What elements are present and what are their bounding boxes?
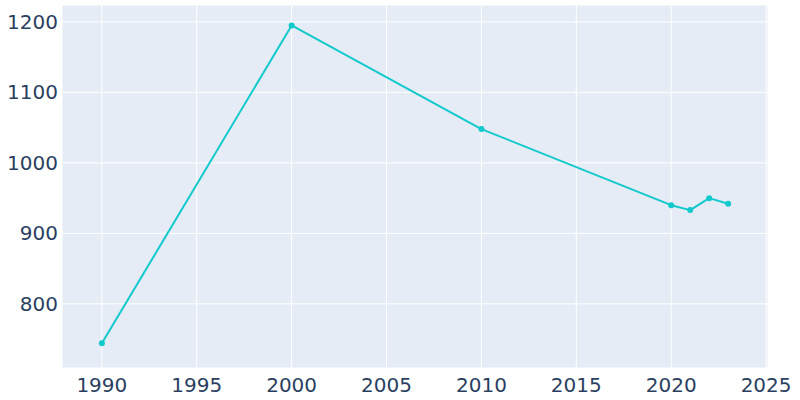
data-point — [706, 195, 712, 201]
x-grid-line — [101, 5, 102, 368]
x-grid-line — [386, 5, 387, 368]
data-group — [99, 22, 731, 346]
y-tick-label: 1000 — [7, 151, 58, 175]
x-tick-label: 2015 — [551, 373, 602, 397]
chart: 1990 1995 2000 2005 2010 2015 2020 2025 800 900 10… — [0, 0, 800, 400]
y-tick-label: 900 — [20, 221, 58, 245]
x-tick-label: 1990 — [76, 373, 127, 397]
y-tick-label: 1100 — [7, 80, 58, 104]
x-tick-label: 2010 — [456, 373, 507, 397]
data-line — [102, 25, 728, 343]
y-grid-line — [62, 162, 768, 163]
data-point — [687, 207, 693, 213]
data-point — [668, 202, 674, 208]
x-tick-label: 2020 — [646, 373, 697, 397]
x-tick-label: 2025 — [741, 373, 792, 397]
y-tick-label: 1200 — [7, 10, 58, 34]
plot-background — [62, 5, 768, 368]
x-grid-line — [671, 5, 672, 368]
x-grid-line — [481, 5, 482, 368]
x-grid-line — [291, 5, 292, 368]
y-grid-line — [62, 303, 768, 304]
plot-frame — [62, 5, 768, 368]
x-tick-label: 2005 — [361, 373, 412, 397]
x-tick-label: 2000 — [266, 373, 317, 397]
data-point — [478, 126, 484, 132]
data-point — [725, 201, 731, 207]
x-tick-label: 1995 — [171, 373, 222, 397]
x-grid-line — [576, 5, 577, 368]
y-tick-label: 800 — [20, 292, 58, 316]
x-grid-line — [766, 5, 767, 368]
y-grid-line — [62, 21, 768, 22]
data-point — [99, 340, 105, 346]
data-point — [289, 22, 295, 28]
